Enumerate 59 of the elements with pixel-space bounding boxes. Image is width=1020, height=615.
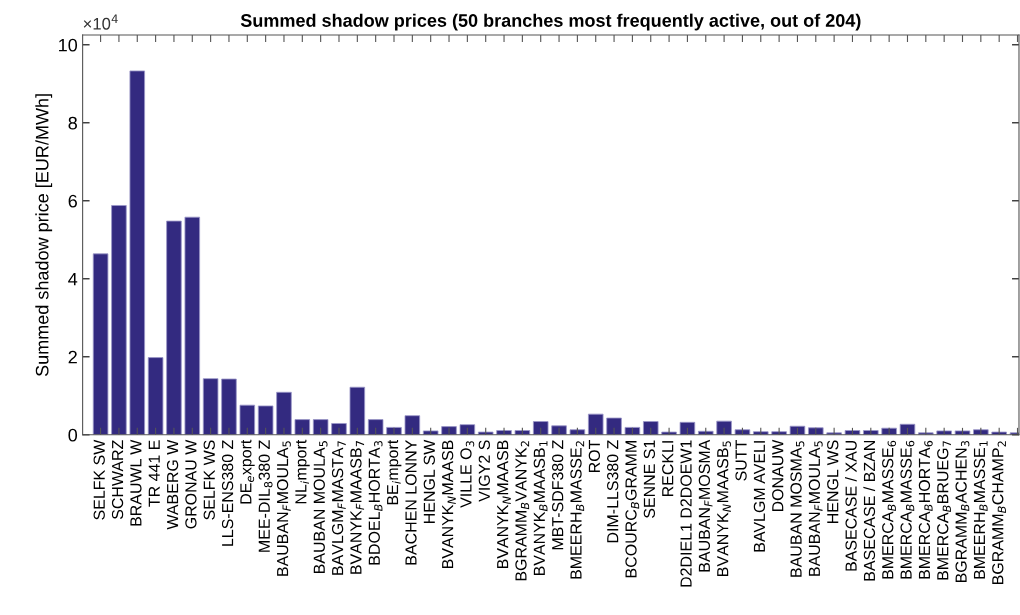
x-tick-label: BGRAMM$_{B}$ACHEN$_{3}$ [955,441,970,583]
x-tick-label: BVANYK$_{F}$MAASB$_{7}$ [350,441,365,574]
y-tick-label: 6 [68,194,77,208]
x-tick-label: BVANYK$_{N}$MAASB [441,440,456,569]
x-tick-label: TR 441 E [148,440,160,507]
x-tick-label: BCOURC$_{B}$GRAMM [625,441,640,578]
x-tick-label: BVANYK$_{B}$MAASB$_{1}$ [533,441,548,576]
x-tick-label: WABERG W [166,439,179,530]
x-tick-label: VILLE O$_{3}$ [460,441,475,508]
x-tick-label: HENGL SW [423,439,435,523]
x-tick-label: SCHWARZ [111,440,124,520]
x-tick-label: BE$_{i}$mport [387,439,402,505]
x-tick-label: SUTT [735,440,747,481]
x-tick-label: BVANYK$_{N}$MAASB$_{5}$ [717,441,731,576]
y-tick-label: 4 [68,272,78,286]
x-tick-label: RECKLI [662,441,674,497]
x-tick-label: DIM-LLS380 Z [607,440,619,543]
x-tick-label: BGRAMM$_{B}$CHAMP$_{2}$ [992,441,1006,585]
x-tick-label: BRAUWL W [130,439,142,526]
x-tick-label: DONAUW [772,439,784,512]
y-tick-label: 0 [68,428,78,442]
x-tick-label: BAUBAN$_{F}$MOULA$_{5}$ [276,441,291,576]
x-tick-label: NL$_{i}$mport [295,439,310,504]
x-tick-label: SELFK SW [93,439,105,520]
x-tick-label: BAUBAN$_{F}$MOSMA [698,439,713,572]
x-tick-label: BAVLGM$_{F}$MASTA$_{7}$ [331,441,346,575]
x-tick-label: BAVLGM AVELI [753,441,766,552]
x-tick-label: D2DIEL1 D2DOEW1 [680,440,692,587]
x-tick-label: BAUBAN MOULA$_{5}$ [313,441,328,573]
y-tick-label: 2 [68,350,77,364]
x-tick-label: MBT-SDF380 Z [552,440,564,550]
x-tick-label: SELFK WS [203,440,215,520]
x-tick-label: ROT [588,440,601,473]
x-tick-label: VIGY2 S [478,440,490,502]
y-axis-title: Summed shadow price [EUR/MWh] [35,94,53,377]
x-tick-label: BAUBAN MOSMA$_{5}$ [790,441,805,577]
x-tick-label: LLS-ENS380 Z [221,440,234,546]
x-tick-label: BAUBAN$_{F}$MOULA$_{5}$ [808,441,823,576]
x-tick-label: BASECASE / BZAN [863,440,876,581]
x-tick-label: GRONAU W [185,439,197,529]
x-tick-label: BMERCA$_{B}$BRUEG$_{7}$ [937,441,951,580]
y-tick-label: 10 [59,38,78,52]
x-tick-label: BMEERH$_{B}$MASSE$_{2}$ [570,441,585,579]
x-tick-label: MEE-DIL$_{8}$380 Z [258,440,273,552]
x-tick-label: BACHEN LONNY [405,440,417,565]
x-tick-label: BDOEL$_{B}$HORTA$_{3}$ [368,441,383,565]
x-tick-label: BASECASE / XAU [845,440,857,571]
x-tick-label: BMERCA$_{B}$MASSE$_{6}$ [900,440,915,579]
x-tick-label: BVANYK$_{N}$MAASB [496,440,511,569]
x-tick-label: BMERCA$_{B}$HORTA$_{6}$ [918,440,933,579]
x-tick-label: DE$_{e}$xport [240,439,255,504]
x-tick-label: SENNE S1 [643,440,656,518]
x-tick-label: BMEERH$_{B}$MASSE$_{1}$ [973,441,988,579]
y-tick-label: 8 [68,116,77,130]
x-tick-label: BMERCA$_{B}$MASSE$_{6}$ [882,440,897,579]
x-tick-label: BGRAMM$_{B}$VANYK$_{2}$ [515,441,530,581]
chart-title: Summed shadow prices (50 branches most frequently active, out of 204) [240,13,861,31]
text: ×10$^{4}$ [83,14,118,30]
x-tick-label: HENGL WS [827,440,839,523]
